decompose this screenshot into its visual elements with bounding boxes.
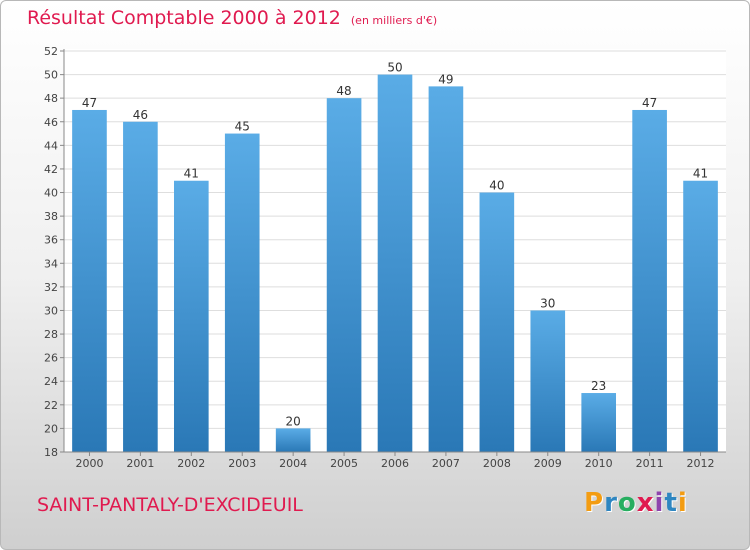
data-label-2009: 30 — [540, 296, 555, 310]
y-tick-label: 34 — [44, 257, 58, 270]
bar-2004 — [275, 428, 311, 452]
data-label-2001: 46 — [133, 108, 148, 122]
y-tick-label: 46 — [44, 116, 58, 129]
y-tick-label: 52 — [44, 45, 58, 58]
data-label-2002: 41 — [184, 167, 199, 181]
chart-title: Résultat Comptable 2000 à 2012 (en millie… — [27, 7, 437, 29]
y-axis: 18 20 22 24 26 28 30 32 34 36 38 40 42 44 46 48 50 52 — [44, 45, 65, 459]
data-label-2005: 48 — [336, 84, 351, 98]
bar-2000 — [72, 109, 107, 453]
data-label-2006: 50 — [387, 61, 402, 75]
y-tick-label: 48 — [44, 92, 58, 105]
x-tick-label-2008: 2008 — [483, 457, 511, 470]
logo-letter: i — [654, 488, 665, 518]
y-tick-label: 42 — [44, 163, 58, 176]
bar-2005 — [326, 98, 362, 453]
proxiti-logo[interactable]: Proxiti — [584, 488, 688, 518]
data-label-2007: 49 — [438, 72, 453, 86]
bar-2002 — [173, 180, 209, 452]
logo-letter: o — [617, 488, 637, 518]
logo-letter: P — [584, 488, 605, 518]
y-tick-label: 40 — [44, 187, 58, 200]
data-label-2010: 23 — [591, 379, 606, 393]
y-tick-label: 26 — [44, 352, 58, 365]
bar-2011 — [632, 109, 667, 453]
x-tick-label-2003: 2003 — [228, 457, 256, 470]
x-tick-label-2005: 2005 — [330, 457, 358, 470]
x-tick-label-2006: 2006 — [381, 457, 409, 470]
bar-2009 — [530, 310, 566, 452]
logo-letter: r — [604, 488, 618, 518]
x-tick-label-2012: 2012 — [687, 457, 715, 470]
chart-title-text: Résultat Comptable 2000 à 2012 — [27, 7, 341, 29]
data-label-2003: 45 — [235, 120, 250, 134]
logo-letter: t — [664, 488, 678, 518]
data-label-2004: 20 — [286, 414, 301, 428]
bar-2006 — [377, 74, 413, 453]
x-tick-label-2007: 2007 — [432, 457, 460, 470]
x-tick-label-2002: 2002 — [177, 457, 205, 470]
bar-2001 — [123, 121, 158, 452]
commune-name: SAINT-PANTALY-D'EXCIDEUIL — [37, 494, 303, 516]
y-tick-label: 38 — [44, 210, 58, 223]
data-label-2012: 41 — [693, 167, 708, 181]
bar-2012 — [683, 180, 718, 452]
bars — [72, 74, 718, 453]
y-tick-label: 44 — [44, 139, 58, 152]
bar-2008 — [479, 192, 515, 452]
x-tick-label-2010: 2010 — [585, 457, 613, 470]
logo-letter: x — [636, 488, 655, 518]
bar-2007 — [428, 86, 464, 452]
bar-2010 — [581, 393, 617, 452]
data-label-2011: 47 — [642, 96, 657, 110]
bar-2003 — [224, 133, 260, 452]
y-tick-label: 22 — [44, 399, 58, 412]
x-axis: 2000 2001 2002 2003 2004 2005 2006 2007 2008 2009… — [64, 451, 726, 470]
y-tick-label: 30 — [44, 304, 58, 317]
y-tick-label: 24 — [44, 375, 58, 388]
chart-unit-label: (en milliers d'€) — [350, 14, 438, 27]
x-tick-label-2004: 2004 — [279, 457, 307, 470]
y-tick-label: 28 — [44, 328, 58, 341]
data-label-2000: 47 — [82, 96, 97, 110]
y-tick-label: 32 — [44, 281, 58, 294]
x-tick-label-2009: 2009 — [534, 457, 562, 470]
x-tick-label-2000: 2000 — [75, 457, 103, 470]
y-tick-label: 18 — [44, 446, 58, 459]
x-tick-label-2001: 2001 — [126, 457, 154, 470]
y-tick-label: 20 — [44, 422, 58, 435]
data-label-2008: 40 — [489, 179, 504, 193]
data-labels: 47 46 41 45 20 48 50 49 40 30 23 47 41 — [82, 61, 708, 429]
logo-letter: i — [677, 488, 688, 518]
x-tick-label-2011: 2011 — [636, 457, 664, 470]
y-tick-label: 50 — [44, 69, 58, 82]
y-tick-label: 36 — [44, 234, 58, 247]
